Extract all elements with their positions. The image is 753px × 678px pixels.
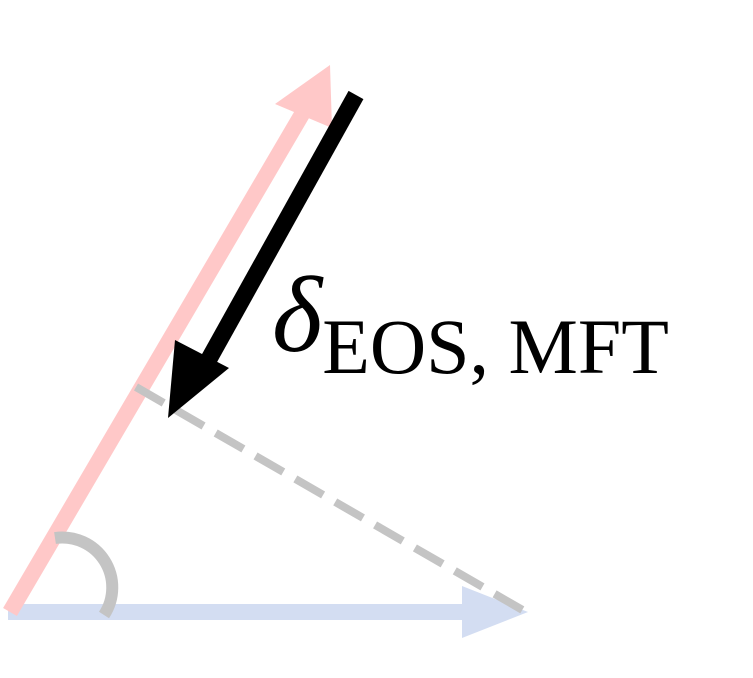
red-vector-arrow — [3, 65, 332, 617]
delta-arrow — [168, 90, 364, 418]
delta-symbol: δ — [272, 256, 323, 375]
delta-label: δEOS, MFT — [272, 262, 669, 386]
angle-arc — [54, 531, 119, 619]
delta-subscript: EOS, MFT — [322, 303, 669, 390]
blue-vector-arrow — [8, 586, 528, 638]
projection-dashed-line — [134, 383, 528, 616]
